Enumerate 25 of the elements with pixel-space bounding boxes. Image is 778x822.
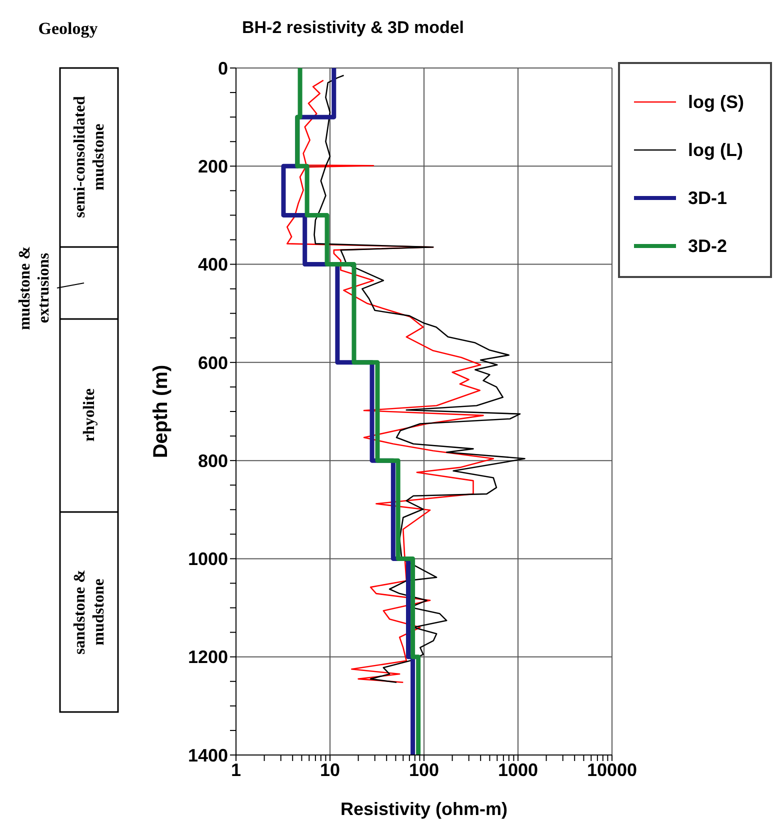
chart-title: BH-2 resistivity & 3D model: [242, 18, 464, 38]
y-tick-label: 800: [198, 450, 228, 471]
text: semi-consolidated mudstone: [72, 96, 108, 218]
x-axis-title: Resistivity (ohm-m): [340, 799, 508, 819]
text: Geology: [38, 19, 98, 38]
legend-label: 3D-2: [688, 236, 728, 256]
x-tick-label: 10: [320, 760, 340, 780]
y-tick-label: 1000: [188, 549, 228, 570]
y-tick-label: 1200: [188, 647, 228, 668]
legend-label: log (S): [688, 92, 744, 112]
y-tick-label: 600: [198, 352, 228, 373]
x-tick-label: 10000: [586, 760, 638, 780]
x-tick-label: 100: [408, 760, 440, 780]
y-tick-label: 200: [198, 156, 228, 177]
x-tick-label: 1000: [498, 760, 538, 780]
y-tick-label: 0: [218, 58, 228, 78]
x-tick-label: 1: [230, 760, 242, 780]
legend-label: 3D-1: [688, 188, 728, 208]
y-tick-label: 1400: [188, 745, 228, 766]
legend-label: log (L): [688, 140, 743, 160]
text: mudstone & extrusions: [16, 246, 52, 330]
y-axis-title: Depth (m): [150, 364, 172, 458]
text: sandstone & mudstone: [72, 570, 108, 654]
text: rhyolite: [81, 388, 98, 442]
y-tick-label: 400: [198, 254, 228, 275]
